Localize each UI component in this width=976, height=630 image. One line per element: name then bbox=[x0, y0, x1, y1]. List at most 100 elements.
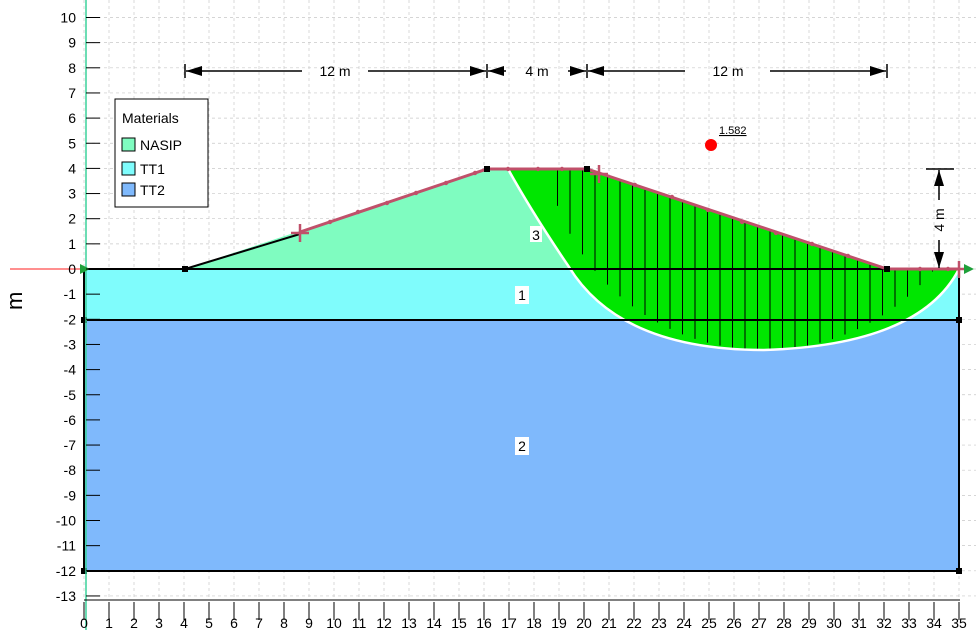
y-axis-ticks: 109876543210-1-2-3-4-5-6-7-8-9-10-11-12-… bbox=[56, 10, 100, 604]
surface-point bbox=[505, 166, 511, 172]
x-tick-label: 9 bbox=[305, 615, 313, 630]
y-tick-label: 5 bbox=[68, 135, 76, 151]
x-tick-label: 19 bbox=[551, 615, 567, 630]
y-tick-label: 6 bbox=[68, 110, 76, 126]
y-tick-label: 10 bbox=[60, 10, 76, 26]
y-tick-label: -4 bbox=[64, 362, 77, 378]
x-tick-label: 5 bbox=[205, 615, 213, 630]
y-tick-label: 2 bbox=[68, 211, 76, 227]
surface-point bbox=[384, 200, 390, 206]
surface-point bbox=[413, 190, 419, 196]
surface-point bbox=[945, 266, 951, 272]
y-tick-label: 9 bbox=[68, 35, 76, 51]
y-tick-label: -13 bbox=[56, 588, 76, 604]
legend-title: Materials bbox=[122, 110, 179, 126]
x-tick-label: 12 bbox=[376, 615, 392, 630]
slip-surface-line bbox=[506, 168, 961, 352]
x-tick-label: 6 bbox=[230, 615, 238, 630]
surface-point bbox=[845, 253, 851, 259]
dim-left-width: 12 m bbox=[319, 63, 350, 79]
slip-center-point bbox=[705, 139, 717, 151]
surface-point bbox=[355, 209, 361, 215]
x-tick-label: 33 bbox=[901, 615, 917, 630]
x-tick-label: 30 bbox=[826, 615, 842, 630]
slip-mass bbox=[508, 169, 959, 350]
x-tick-label: 17 bbox=[501, 615, 517, 630]
surface-point bbox=[443, 180, 449, 186]
x-tick-label: 2 bbox=[130, 615, 138, 630]
y-tick-label: -6 bbox=[64, 412, 77, 428]
y-tick-label: 1 bbox=[68, 236, 76, 252]
region-label-3: 3 bbox=[532, 227, 540, 243]
x-tick-label: 18 bbox=[526, 615, 542, 630]
x-tick-label: 24 bbox=[676, 615, 692, 630]
y-tick-label: 3 bbox=[68, 186, 76, 202]
surface-points bbox=[327, 166, 951, 272]
vertices bbox=[81, 166, 962, 574]
surface-point bbox=[535, 166, 541, 172]
y-tick-label: -2 bbox=[64, 311, 77, 327]
region-label-1: 1 bbox=[518, 287, 526, 303]
surface-point bbox=[739, 219, 745, 225]
surface-point bbox=[632, 182, 638, 188]
legend-item-tt1: TT1 bbox=[140, 161, 165, 177]
surface-point bbox=[327, 219, 333, 225]
y-tick-label: -7 bbox=[64, 437, 77, 453]
axis-end-markers bbox=[80, 264, 974, 274]
x-tick-label: 4 bbox=[180, 615, 188, 630]
y-tick-label: 8 bbox=[68, 60, 76, 76]
x-tick-label: 3 bbox=[155, 615, 163, 630]
surface-point bbox=[917, 266, 923, 272]
surface-point bbox=[559, 166, 565, 172]
materials-legend: Materials NASIP TT1 TT2 bbox=[114, 98, 209, 208]
y-tick-label: -5 bbox=[64, 387, 77, 403]
surface-point bbox=[472, 170, 478, 176]
x-tick-label: 11 bbox=[352, 615, 367, 630]
x-tick-label: 35 bbox=[951, 615, 967, 630]
x-tick-label: 16 bbox=[476, 615, 492, 630]
slip-slices bbox=[557, 169, 933, 350]
x-tick-label: 0 bbox=[80, 615, 88, 630]
x-tick-label: 10 bbox=[326, 615, 342, 630]
x-axis-ticks: 0 1 2 3 4 5 6 7 8 9 10 11 12 13 14 15 16 17 18 19 20 21 22 23 24… bbox=[80, 599, 967, 630]
legend-item-nasip: NASIP bbox=[140, 137, 182, 153]
y-tick-label: 0 bbox=[68, 261, 76, 277]
x-tick-label: 8 bbox=[280, 615, 288, 630]
y-tick-label: -1 bbox=[64, 286, 77, 302]
factor-of-safety-label: 1.582 bbox=[719, 125, 747, 137]
x-tick-label: 14 bbox=[426, 615, 442, 630]
x-tick-label: 26 bbox=[726, 615, 742, 630]
x-tick-label: 13 bbox=[401, 615, 417, 630]
x-tick-label: 29 bbox=[801, 615, 817, 630]
x-tick-label: 25 bbox=[701, 615, 717, 630]
y-tick-label: -11 bbox=[57, 538, 76, 554]
y-tick-label: 4 bbox=[68, 160, 76, 176]
x-tick-label: 34 bbox=[926, 615, 942, 630]
y-tick-label: -3 bbox=[64, 336, 77, 352]
surface-point bbox=[773, 230, 779, 236]
boundary-lines bbox=[83, 268, 960, 572]
dim-crest-width: 4 m bbox=[525, 63, 548, 79]
surface-point bbox=[669, 194, 675, 200]
x-tick-label: 7 bbox=[255, 615, 263, 630]
y-tick-label: -8 bbox=[64, 462, 77, 478]
surface-point bbox=[809, 241, 815, 247]
x-tick-label: 1 bbox=[105, 615, 113, 630]
x-tick-label: 32 bbox=[876, 615, 892, 630]
region-label-2: 2 bbox=[518, 438, 526, 454]
dim-height: 4 m bbox=[931, 208, 947, 231]
y-tick-label: -9 bbox=[64, 487, 77, 503]
y-tick-label: -10 bbox=[56, 513, 76, 529]
x-tick-label: 31 bbox=[851, 615, 867, 630]
x-tick-label: 28 bbox=[776, 615, 792, 630]
x-tick-label: 21 bbox=[601, 615, 617, 630]
y-tick-label: -12 bbox=[56, 563, 76, 579]
x-tick-label: 23 bbox=[651, 615, 667, 630]
y-axis-title: m bbox=[2, 292, 27, 310]
x-tick-label: 22 bbox=[626, 615, 642, 630]
x-tick-label: 27 bbox=[751, 615, 767, 630]
legend-item-tt2: TT2 bbox=[140, 182, 165, 198]
ground-surface-line bbox=[184, 233, 301, 270]
surface-point bbox=[705, 207, 711, 213]
